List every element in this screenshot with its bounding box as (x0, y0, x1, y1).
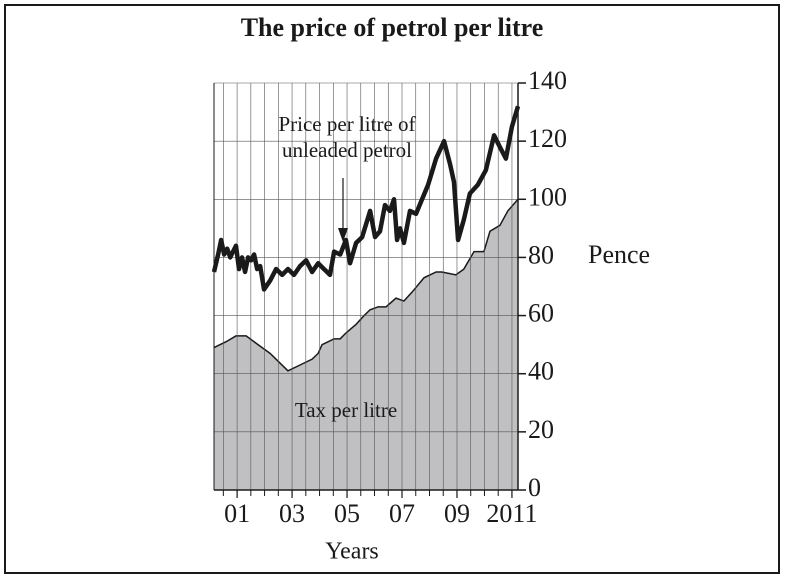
x-axis-label: Years (325, 539, 379, 565)
annotation: Price per litre of (278, 112, 415, 136)
x-tick-label: 03 (279, 499, 305, 528)
x-tick-label: 01 (224, 499, 250, 528)
x-tick-label: 05 (334, 499, 360, 528)
area (214, 199, 518, 491)
x-tick-label: 07 (389, 499, 415, 528)
y-tick-label: 120 (528, 124, 567, 153)
arrow-head (338, 228, 348, 242)
y-tick-label: 0 (528, 473, 541, 502)
y-tick-label: 140 (528, 66, 567, 95)
annotation: Tax per litre (295, 398, 397, 422)
x-tick-label: 09 (444, 499, 470, 528)
line (211, 105, 521, 292)
annotation: unleaded petrol (282, 138, 412, 162)
y-tick-label: 100 (528, 182, 567, 211)
y-tick-label: 40 (528, 357, 554, 386)
y-tick-label: 60 (528, 299, 554, 328)
x-tick-label: 2011 (486, 499, 537, 528)
plot-area (211, 82, 526, 498)
y-axis-label: Pence (588, 240, 650, 269)
y-tick-label: 80 (528, 240, 554, 269)
chart-title: The price of petrol per litre (241, 13, 544, 42)
y-tick-label: 20 (528, 415, 554, 444)
